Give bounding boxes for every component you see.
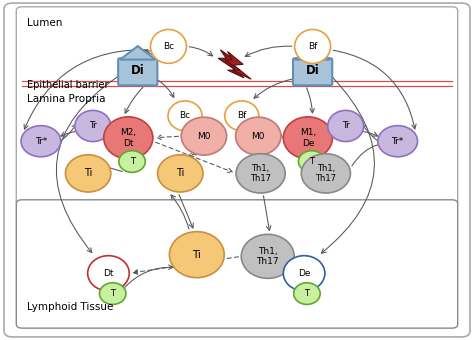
Ellipse shape [169,232,224,278]
FancyBboxPatch shape [118,58,157,85]
Ellipse shape [75,110,111,141]
Ellipse shape [328,110,364,141]
Text: De: De [298,269,310,278]
FancyBboxPatch shape [293,58,332,85]
Text: Th1,
Th17: Th1, Th17 [250,164,271,183]
Text: Bc: Bc [180,111,191,120]
Text: Lymphoid Tissue: Lymphoid Tissue [27,302,113,312]
Text: Bf: Bf [237,111,246,120]
Ellipse shape [225,101,259,131]
FancyBboxPatch shape [16,200,458,328]
Ellipse shape [283,256,325,291]
Ellipse shape [378,126,418,157]
Ellipse shape [104,117,153,159]
Ellipse shape [295,30,330,63]
Text: Di: Di [131,64,145,76]
Text: M2,
Dt: M2, Dt [120,128,137,148]
Ellipse shape [241,234,294,278]
FancyBboxPatch shape [16,7,458,206]
Text: Lumen: Lumen [27,18,62,28]
Ellipse shape [236,154,285,193]
Polygon shape [225,51,251,79]
Ellipse shape [294,283,320,304]
Ellipse shape [119,151,146,172]
Polygon shape [120,46,155,60]
FancyBboxPatch shape [4,3,470,337]
Ellipse shape [301,154,350,193]
Text: T: T [110,289,115,298]
Polygon shape [295,46,330,60]
Text: M0: M0 [252,132,265,141]
Text: Bf: Bf [308,42,317,51]
Ellipse shape [100,283,126,304]
Text: Ti: Ti [192,250,201,260]
Polygon shape [218,50,244,78]
Text: T: T [129,157,135,166]
Ellipse shape [168,101,202,131]
Ellipse shape [21,126,61,157]
Text: M0: M0 [197,132,210,141]
Text: M1,
De: M1, De [300,128,316,148]
Ellipse shape [65,155,111,192]
Text: Dt: Dt [103,269,114,278]
Text: Di: Di [306,64,319,76]
Text: Lamina Propria: Lamina Propria [27,94,105,104]
Text: Ti: Ti [84,168,92,179]
Ellipse shape [181,117,227,155]
Ellipse shape [88,256,129,291]
Ellipse shape [236,117,281,155]
Text: Tr: Tr [342,121,350,131]
Text: T: T [309,157,314,166]
Ellipse shape [299,151,325,172]
Text: T: T [304,289,310,298]
Text: Tr: Tr [89,121,97,131]
Ellipse shape [157,155,203,192]
Text: Th1,
Th17: Th1, Th17 [256,246,279,266]
Text: Tr*: Tr* [392,137,404,146]
Text: Epithelial barrier: Epithelial barrier [27,80,108,90]
Text: Ti: Ti [176,168,184,179]
Text: Bc: Bc [163,42,174,51]
Ellipse shape [151,30,186,63]
Text: Tr*: Tr* [35,137,47,146]
Text: Th1,
Th17: Th1, Th17 [315,164,337,183]
Ellipse shape [283,117,332,159]
